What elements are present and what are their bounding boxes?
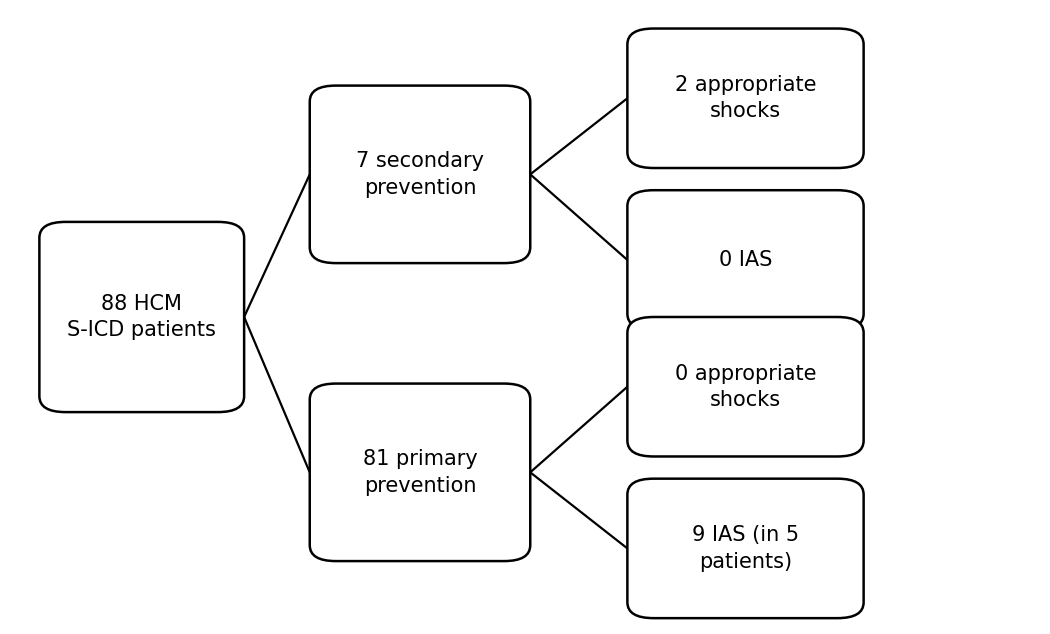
FancyBboxPatch shape xyxy=(627,190,863,330)
Text: 0 appropriate
shocks: 0 appropriate shocks xyxy=(675,363,816,410)
Text: 9 IAS (in 5
patients): 9 IAS (in 5 patients) xyxy=(692,525,799,572)
FancyBboxPatch shape xyxy=(627,317,863,456)
FancyBboxPatch shape xyxy=(40,222,244,412)
FancyBboxPatch shape xyxy=(310,384,530,561)
FancyBboxPatch shape xyxy=(627,479,863,618)
Text: 2 appropriate
shocks: 2 appropriate shocks xyxy=(675,75,816,122)
FancyBboxPatch shape xyxy=(310,86,530,263)
Text: 88 HCM
S-ICD patients: 88 HCM S-ICD patients xyxy=(67,294,216,340)
Text: 81 primary
prevention: 81 primary prevention xyxy=(362,449,478,496)
Text: 7 secondary
prevention: 7 secondary prevention xyxy=(356,151,484,198)
FancyBboxPatch shape xyxy=(627,29,863,168)
Text: 0 IAS: 0 IAS xyxy=(719,250,772,270)
